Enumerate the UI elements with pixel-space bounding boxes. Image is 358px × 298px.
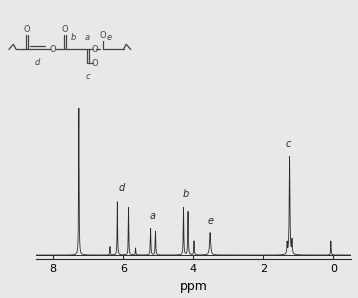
Text: O: O	[24, 24, 30, 34]
Text: a: a	[150, 212, 156, 221]
Text: b: b	[183, 189, 189, 199]
Text: c: c	[286, 139, 291, 149]
X-axis label: ppm: ppm	[179, 280, 207, 293]
Text: O: O	[91, 59, 98, 68]
Text: O: O	[62, 24, 68, 34]
Text: O: O	[91, 45, 98, 54]
Text: O: O	[49, 45, 56, 54]
Text: e: e	[207, 216, 213, 226]
Text: d: d	[118, 184, 125, 193]
Text: O: O	[99, 32, 106, 41]
Text: b: b	[71, 33, 76, 42]
Text: d: d	[35, 58, 40, 67]
Text: e: e	[107, 33, 112, 42]
Text: a: a	[84, 33, 90, 42]
Text: c: c	[86, 72, 90, 81]
